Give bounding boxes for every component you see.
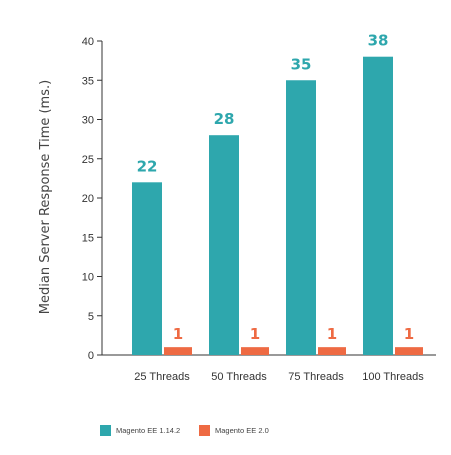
bar: [395, 347, 423, 355]
legend-swatch: [100, 425, 111, 436]
legend-swatch: [199, 425, 210, 436]
data-label: 1: [327, 325, 337, 343]
legend-label: Magento EE 2.0: [215, 426, 269, 435]
y-tick-label: 0: [88, 350, 94, 362]
bar: [318, 347, 346, 355]
data-label: 28: [214, 110, 235, 128]
x-tick-label: 100 Threads: [362, 371, 424, 383]
data-label: 1: [250, 325, 260, 343]
y-axis-title: Median Server Response Time (ms.): [38, 80, 53, 314]
y-tick-label: 30: [82, 115, 94, 127]
bar: [286, 80, 316, 355]
labels: 22 1 25 Threads 28 1 50 Threads 35 1 75 Threads 3…: [134, 32, 424, 383]
y-tick-label: 40: [82, 36, 94, 48]
y-tick-label: 5: [88, 311, 94, 323]
data-label: 38: [368, 32, 389, 50]
y-tick-label: 35: [82, 75, 94, 87]
data-label: 22: [137, 157, 158, 175]
data-label: 1: [173, 325, 183, 343]
x-tick-label: 75 Threads: [288, 371, 344, 383]
x-tick-label: 50 Threads: [211, 371, 267, 383]
bar: [209, 135, 239, 355]
x-tick-label: 25 Threads: [134, 371, 190, 383]
bars: [132, 56, 423, 355]
data-label: 35: [291, 55, 312, 73]
bar: [363, 56, 393, 355]
data-label: 1: [404, 325, 414, 343]
y-tick-label: 15: [82, 232, 94, 244]
y-tick-label: 10: [82, 272, 94, 284]
bar: [164, 347, 192, 355]
bar: [132, 182, 162, 355]
bar: [241, 347, 269, 355]
y-tick-label: 20: [82, 193, 94, 205]
legend-label: Magento EE 1.14.2: [116, 426, 180, 435]
y-tick-label: 25: [82, 154, 94, 166]
legend: Magento EE 1.14.2 Magento EE 2.0: [100, 425, 269, 436]
